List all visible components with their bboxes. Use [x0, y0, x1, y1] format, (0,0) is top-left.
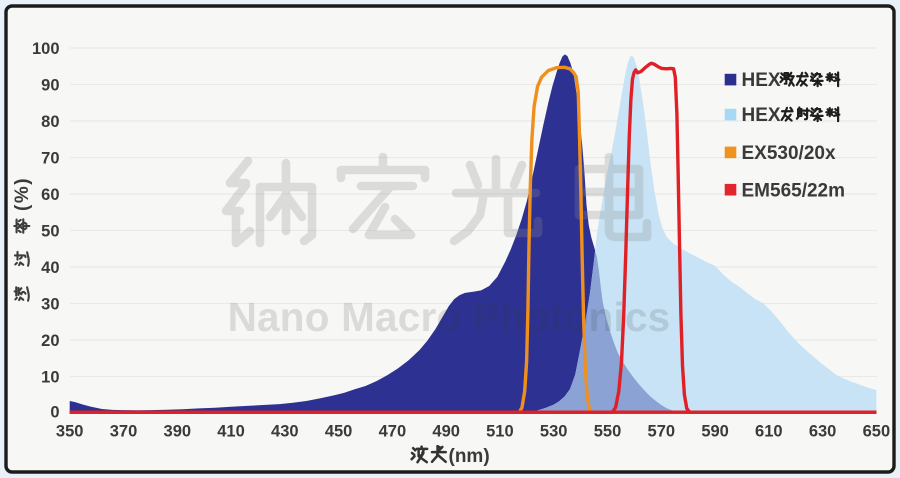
svg-text:0: 0: [50, 404, 59, 422]
svg-text:HEX: HEX: [742, 70, 781, 91]
svg-text:30: 30: [41, 296, 59, 314]
svg-text:(%): (%): [12, 177, 33, 211]
svg-text:40: 40: [41, 259, 59, 277]
svg-text:370: 370: [110, 423, 138, 441]
svg-text:410: 410: [217, 423, 245, 441]
svg-text:50: 50: [41, 223, 59, 241]
svg-text:90: 90: [41, 77, 59, 95]
svg-text:590: 590: [701, 423, 729, 441]
svg-text:70: 70: [41, 150, 59, 168]
svg-text:100: 100: [32, 40, 60, 58]
svg-text:490: 490: [432, 423, 460, 441]
svg-text:630: 630: [809, 423, 837, 441]
svg-text:570: 570: [648, 423, 676, 441]
svg-text:350: 350: [56, 423, 84, 441]
svg-text:550: 550: [594, 423, 622, 441]
svg-text:HEX: HEX: [742, 105, 781, 126]
svg-text:450: 450: [325, 423, 353, 441]
svg-text:470: 470: [379, 423, 407, 441]
svg-text:510: 510: [486, 423, 514, 441]
svg-text:(nm): (nm): [449, 446, 490, 467]
svg-text:EM565/22m: EM565/22m: [742, 180, 846, 201]
svg-text:390: 390: [164, 423, 192, 441]
svg-text:80: 80: [41, 113, 59, 131]
svg-text:430: 430: [271, 423, 299, 441]
svg-text:60: 60: [41, 186, 59, 204]
svg-text:10: 10: [41, 369, 59, 387]
svg-text:650: 650: [863, 423, 891, 441]
svg-text:610: 610: [755, 423, 783, 441]
svg-text:EX530/20x: EX530/20x: [742, 143, 836, 164]
svg-text:Nano Macro Photonics: Nano Macro Photonics: [228, 294, 671, 340]
svg-text:530: 530: [540, 423, 568, 441]
svg-text:20: 20: [41, 332, 59, 350]
